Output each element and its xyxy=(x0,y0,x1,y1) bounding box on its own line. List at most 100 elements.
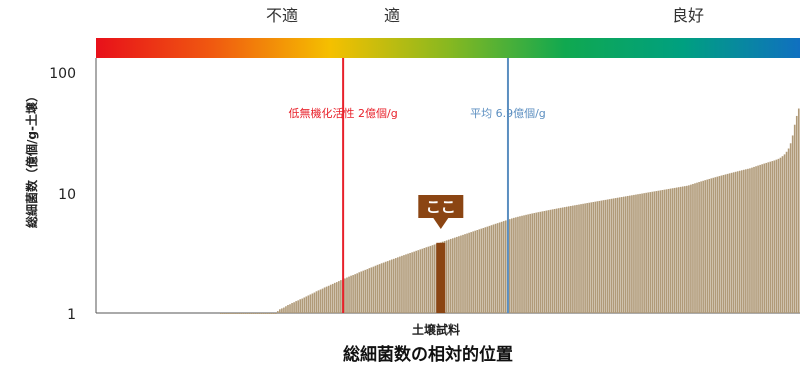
sample-bar xyxy=(250,313,253,314)
sample-bar xyxy=(761,164,763,313)
sample-bar xyxy=(763,163,766,313)
sample-bar xyxy=(415,250,418,313)
low-activity-reference-label: 低無機化活性 2億個/g xyxy=(289,106,398,120)
sample-bar xyxy=(425,247,428,313)
sample-bar xyxy=(702,180,704,313)
sample-bar xyxy=(773,160,776,313)
sample-bar xyxy=(675,187,678,313)
sample-bar xyxy=(417,250,420,313)
sample-bar xyxy=(331,283,334,313)
sample-bar xyxy=(352,275,354,313)
sample-bar xyxy=(429,245,432,313)
sample-bar xyxy=(327,285,330,313)
zone-label-suitable: 適 xyxy=(384,6,400,25)
sample-bar xyxy=(718,176,721,313)
sample-bar xyxy=(604,199,607,313)
sample-bar xyxy=(765,162,768,313)
sample-bar xyxy=(724,174,727,313)
average-reference-label: 平均 6.9億個/g xyxy=(470,107,546,120)
sample-bar xyxy=(427,246,430,313)
sample-bar xyxy=(299,299,302,313)
sample-bar xyxy=(631,195,633,313)
sample-bar xyxy=(677,187,680,313)
y-tick-1: 1 xyxy=(67,307,76,323)
sample-bar xyxy=(344,278,346,313)
sample-bar xyxy=(602,200,605,313)
sample-bar xyxy=(323,287,326,313)
sample-bar xyxy=(464,234,466,313)
sample-bar xyxy=(681,186,684,313)
sample-bar xyxy=(360,271,363,313)
sample-bar xyxy=(226,313,228,314)
sample-bar xyxy=(598,200,601,313)
sample-bar xyxy=(653,191,656,313)
sample-bar xyxy=(388,260,391,313)
sample-bar xyxy=(449,238,452,313)
sample-bar xyxy=(643,193,645,313)
sample-bar xyxy=(409,252,411,313)
sample-bar xyxy=(708,178,711,313)
sample-bar xyxy=(669,188,672,313)
sample-bar xyxy=(647,192,650,313)
sample-bar xyxy=(671,188,674,313)
sample-bar xyxy=(795,115,798,313)
sample-bar xyxy=(688,185,690,313)
sample-bar xyxy=(348,276,350,313)
sample-bar xyxy=(559,207,562,313)
sample-bar xyxy=(246,313,249,314)
sample-bar xyxy=(667,188,670,313)
sample-bar xyxy=(594,201,597,313)
sample-bar xyxy=(333,282,336,313)
sample-bar xyxy=(260,313,263,314)
sample-bar xyxy=(545,210,548,313)
sample-bar xyxy=(743,169,745,313)
sample-bar xyxy=(456,236,458,313)
sample-bar xyxy=(517,216,519,313)
sample-bar xyxy=(423,247,426,313)
sample-bar xyxy=(586,203,588,313)
sample-bar xyxy=(747,168,749,313)
sample-bar xyxy=(338,281,340,313)
sample-bar xyxy=(726,173,729,313)
sample-bar xyxy=(553,208,556,313)
sample-bar xyxy=(411,252,413,313)
sample-bar xyxy=(734,171,737,313)
sample-bar xyxy=(767,162,770,313)
sample-bar xyxy=(529,213,531,313)
sample-bar xyxy=(557,208,560,313)
sample-bar xyxy=(403,255,405,313)
sample-bar xyxy=(519,216,521,313)
sample-bar xyxy=(740,170,743,313)
sample-bar xyxy=(712,177,715,313)
sample-bar xyxy=(220,313,222,314)
sample-bar xyxy=(639,193,641,313)
sample-bar xyxy=(706,179,709,313)
sample-bar xyxy=(785,151,788,313)
sample-bar xyxy=(447,239,450,313)
sample-bar xyxy=(270,313,273,314)
sample-bar xyxy=(736,171,739,313)
sample-bar xyxy=(596,201,599,313)
sample-bar xyxy=(490,225,493,313)
sample-bar xyxy=(771,161,774,313)
sample-bar xyxy=(714,177,717,313)
sample-bar xyxy=(565,206,568,313)
sample-bar xyxy=(315,291,318,313)
sample-bar xyxy=(549,209,552,313)
sample-bar xyxy=(787,148,790,313)
sample-bar xyxy=(222,313,224,314)
sample-bar xyxy=(600,200,603,313)
sample-bar xyxy=(684,186,686,313)
sample-bar xyxy=(663,189,666,313)
sample-bar xyxy=(732,172,735,313)
sample-bar xyxy=(610,198,613,313)
sample-bar xyxy=(230,313,232,314)
sample-bar xyxy=(498,222,501,313)
x-axis-label: 土壌試料 xyxy=(412,322,460,337)
sample-bar xyxy=(696,182,698,313)
sample-bar xyxy=(264,313,267,314)
sample-bar xyxy=(240,313,242,314)
sample-bar xyxy=(651,191,654,313)
gradient-scale-bar xyxy=(96,38,800,58)
sample-bar xyxy=(307,295,310,313)
